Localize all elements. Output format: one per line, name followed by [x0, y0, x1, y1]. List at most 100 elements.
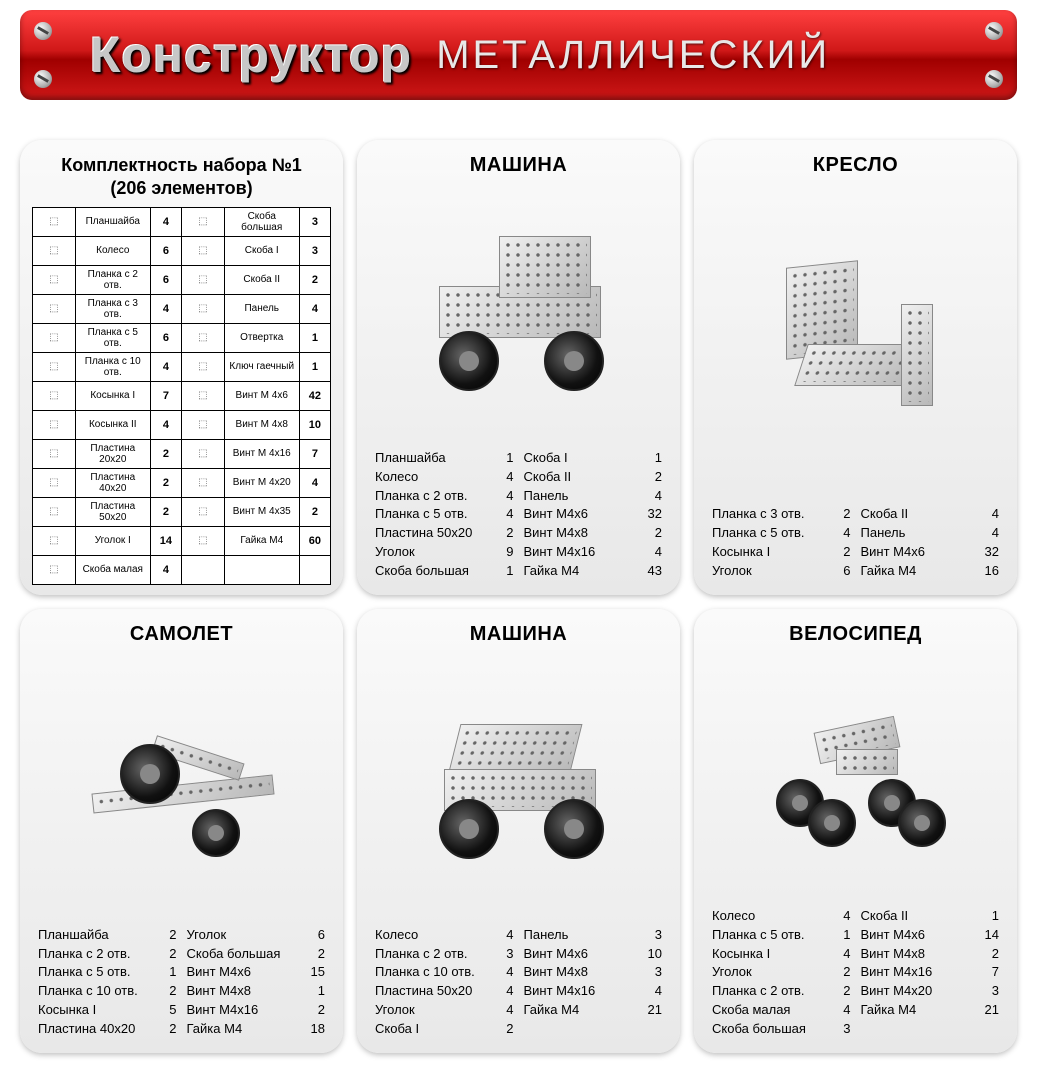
part-name: Винт М4х16	[524, 543, 596, 562]
kit-part-name: Скоба II	[224, 265, 299, 294]
kit-part-count: 7	[299, 439, 330, 468]
kit-part-icon: ⬚	[33, 381, 76, 410]
part-name: Скоба II	[524, 468, 572, 487]
parts-row: Планшайба1	[375, 449, 514, 468]
part-count: 2	[829, 982, 851, 1001]
kit-part-icon: ⬚	[181, 410, 224, 439]
part-name: Винт М4х6	[861, 543, 925, 562]
parts-row: Винт М4х6 15	[187, 963, 326, 982]
part-name: Пластина 50х20	[375, 524, 472, 543]
part-count: 4	[977, 505, 999, 524]
part-count: 2	[155, 1020, 177, 1039]
kit-part-count: 6	[150, 265, 181, 294]
parts-column: Скоба I1Скоба II2Панель4Винт М4х632Винт …	[524, 449, 663, 581]
kit-table-row: ⬚Пластина 40х202⬚Винт М 4х204	[33, 468, 331, 497]
part-count: 1	[155, 963, 177, 982]
part-count: 2	[829, 543, 851, 562]
parts-row: Винт М4х162	[187, 1001, 326, 1020]
part-name: Скоба I	[375, 1020, 419, 1039]
kit-table-row: ⬚Планка с 3 отв.4⬚Панель4	[33, 294, 331, 323]
parts-list: Планшайба1Колесо4Планка с 2 отв.4Планка …	[369, 449, 668, 585]
kit-part-icon: ⬚	[33, 352, 76, 381]
part-name: Винт М4х16	[524, 982, 596, 1001]
part-name: Гайка М4	[861, 562, 917, 581]
parts-row: Винт М4х632	[861, 543, 1000, 562]
part-name: Планка с 5 отв.	[38, 963, 131, 982]
parts-row: Винт М4х614	[861, 926, 1000, 945]
kit-part-name: Уголок I	[75, 526, 150, 555]
part-name: Уголок	[375, 1001, 415, 1020]
part-name: Планка с 2 отв.	[375, 487, 468, 506]
part-name: Пластина 40х20	[38, 1020, 135, 1039]
kit-part-count: 3	[299, 236, 330, 265]
kit-part-name: Планка с 3 отв.	[75, 294, 150, 323]
kit-part-count: 6	[150, 323, 181, 352]
kit-part-name: Ключ гаечный	[224, 352, 299, 381]
kit-table-row: ⬚Скоба малая4	[33, 555, 331, 584]
kit-card: Комплектность набора №1 (206 элементов) …	[20, 140, 343, 595]
parts-row: Гайка М421	[524, 1001, 663, 1020]
part-count: 2	[829, 505, 851, 524]
model-illustration	[706, 183, 1005, 505]
part-name: Уголок	[712, 963, 752, 982]
part-count: 4	[492, 468, 514, 487]
part-count: 1	[303, 982, 325, 1001]
part-count: 2	[303, 1001, 325, 1020]
part-name: Пластина 50х20	[375, 982, 472, 1001]
kit-part-count: 1	[299, 323, 330, 352]
part-name: Скоба малая	[712, 1001, 790, 1020]
kit-table-row: ⬚Уголок I14⬚Гайка М460	[33, 526, 331, 555]
parts-row: Планшайба2	[38, 926, 177, 945]
parts-row: Пластина 50х204	[375, 982, 514, 1001]
part-name: Гайка М4	[187, 1020, 243, 1039]
part-count: 1	[829, 926, 851, 945]
kit-part-count: 4	[150, 555, 181, 584]
part-count: 6	[829, 562, 851, 581]
kit-part-name: Планка с 10 отв.	[75, 352, 150, 381]
kit-part-count: 2	[150, 439, 181, 468]
kit-part-count: 4	[299, 294, 330, 323]
parts-row: Винт М4х83	[524, 963, 663, 982]
model-card: МАШИНА Планшайба1Колесо4Планка с 2 отв.4…	[357, 140, 680, 595]
kit-part-count: 2	[150, 497, 181, 526]
screw-icon	[985, 70, 1003, 88]
parts-row: Скоба II1	[861, 907, 1000, 926]
kit-part-name: Планка с 5 отв.	[75, 323, 150, 352]
part-name: Винт М4х6	[187, 963, 251, 982]
parts-row: Уголок9	[375, 543, 514, 562]
parts-row: Уголок4	[375, 1001, 514, 1020]
parts-row: Колесо4	[375, 926, 514, 945]
part-count: 32	[640, 505, 662, 524]
parts-row: Винт М4х81	[187, 982, 326, 1001]
parts-row: Гайка М418	[187, 1020, 326, 1039]
part-name: Уголок	[187, 926, 227, 945]
part-name: Планшайба	[375, 449, 446, 468]
parts-row: Панель3	[524, 926, 663, 945]
kit-part-icon: ⬚	[33, 265, 76, 294]
kit-table-row: ⬚Планка с 5 отв.6⬚Отвертка1	[33, 323, 331, 352]
part-name: Панель	[524, 926, 569, 945]
parts-row: Планка с 2 отв.2	[38, 945, 177, 964]
part-count: 4	[829, 907, 851, 926]
part-count: 15	[303, 963, 325, 982]
kit-part-count: 7	[150, 381, 181, 410]
part-count: 4	[829, 945, 851, 964]
part-count: 2	[303, 945, 325, 964]
part-name: Скоба большая	[375, 562, 469, 581]
kit-part-name: Планшайба	[75, 207, 150, 236]
part-count: 2	[492, 1020, 514, 1039]
parts-row: Планка с 2 отв.3	[375, 945, 514, 964]
kit-part-count: 42	[299, 381, 330, 410]
part-count: 3	[977, 982, 999, 1001]
parts-list: Планшайба2Планка с 2 отв.2Планка с 5 отв…	[32, 926, 331, 1043]
part-name: Планка с 2 отв.	[38, 945, 131, 964]
kit-part-name: Гайка М4	[224, 526, 299, 555]
kit-table-row: ⬚Колесо6⬚Скоба I3	[33, 236, 331, 265]
parts-row: Планка с 10 отв.4	[375, 963, 514, 982]
parts-row: Панель4	[524, 487, 663, 506]
kit-part-icon: ⬚	[181, 381, 224, 410]
kit-part-name: Планка с 2 отв.	[75, 265, 150, 294]
kit-part-count: 10	[299, 410, 330, 439]
part-count: 4	[829, 1001, 851, 1020]
kit-part-icon: ⬚	[181, 236, 224, 265]
